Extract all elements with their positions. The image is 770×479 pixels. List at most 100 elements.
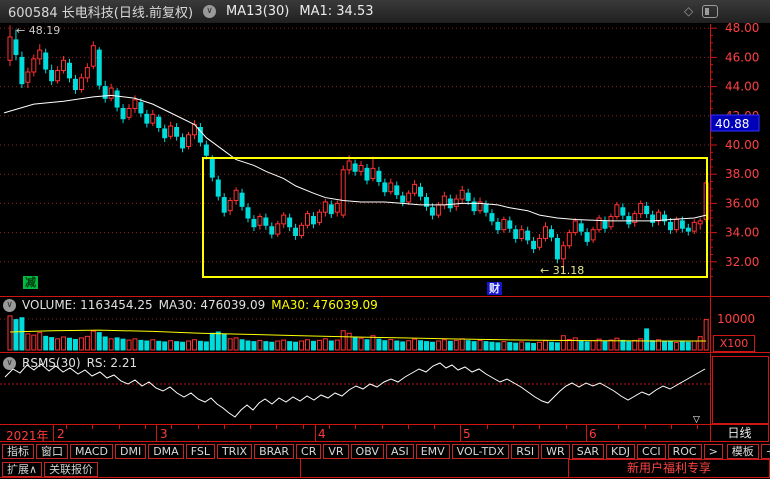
- chevron-down-icon[interactable]: ∨: [3, 356, 16, 370]
- tab-roc[interactable]: ROC: [667, 444, 702, 459]
- rsms-chart[interactable]: [0, 355, 710, 423]
- event-badge-jian[interactable]: 减: [23, 276, 38, 289]
- tab-sar[interactable]: SAR: [571, 444, 605, 459]
- week-tick: [487, 425, 488, 429]
- week-tick: [382, 425, 383, 429]
- indicator-tab-bar: 指标 窗口 MACD DMI DMA FSL TRIX BRAR CR VR OBV ASI EMV VO…: [2, 443, 770, 460]
- week-tick: [66, 425, 67, 429]
- title-bar: 600584 长电科技(日线.前复权) ∨ MA13(30) MA1: 34.5…: [0, 0, 770, 23]
- rsms-name: RSMS(30): [22, 356, 81, 370]
- month-separator: [315, 425, 316, 441]
- week-tick: [645, 425, 646, 429]
- week-tick: [329, 425, 330, 429]
- indicator-name[interactable]: MA13(30): [226, 4, 290, 19]
- price-axis-label: 32.00: [725, 255, 759, 269]
- tab-dma[interactable]: DMA: [148, 444, 184, 459]
- tab-emv[interactable]: EMV: [415, 444, 450, 459]
- tab-macd[interactable]: MACD: [70, 444, 113, 459]
- week-tick: [513, 425, 514, 429]
- month-label: 5: [463, 427, 471, 441]
- linked-quotes-button[interactable]: 关联报价: [44, 461, 99, 477]
- tab-more[interactable]: >: [703, 444, 723, 459]
- tab-asi[interactable]: ASI: [385, 444, 414, 459]
- week-tick: [198, 425, 199, 429]
- volume-header: ∨ VOLUME: 1163454.25 MA30: 476039.09 MA3…: [3, 298, 378, 312]
- event-badge-cai[interactable]: 财: [487, 282, 502, 295]
- low-price-marker: ← 31.18: [540, 264, 585, 277]
- tab-rsi[interactable]: RSI: [511, 444, 540, 459]
- stock-title: 600584 长电科技(日线.前复权): [8, 6, 194, 21]
- chevron-down-icon[interactable]: ∨: [3, 298, 16, 312]
- tab-trix[interactable]: TRIX: [216, 444, 253, 459]
- volume-axis-label: 10000: [717, 312, 756, 326]
- week-tick: [408, 425, 409, 429]
- week-tick: [618, 425, 619, 429]
- month-separator: [460, 425, 461, 441]
- tab-fsl[interactable]: FSL: [185, 444, 215, 459]
- week-tick: [355, 425, 356, 429]
- timeline-chevron-icon[interactable]: ▽: [693, 415, 700, 425]
- tab-cci[interactable]: CCI: [636, 444, 666, 459]
- month-separator: [53, 425, 54, 441]
- rsms-header: ∨ RSMS(30) RS: 2.21: [3, 356, 137, 370]
- week-tick: [145, 425, 146, 429]
- price-axis-label: 46.00: [725, 50, 759, 64]
- week-tick: [92, 425, 93, 429]
- panel-layout-icon[interactable]: [702, 5, 718, 18]
- week-tick: [434, 425, 435, 429]
- tab-template[interactable]: 模板: [726, 444, 759, 459]
- volume-ma-yellow: MA30: 476039.09: [271, 298, 378, 312]
- month-separator: [586, 425, 587, 441]
- volume-ma-white: MA30: 476039.09: [158, 298, 266, 312]
- rsms-right-panel: [712, 356, 769, 424]
- tab-dmi[interactable]: DMI: [114, 444, 147, 459]
- tab-vr[interactable]: VR: [323, 444, 349, 459]
- tab-obv[interactable]: OBV: [350, 444, 384, 459]
- volume-value: VOLUME: 1163454.25: [22, 298, 153, 312]
- candlestick-chart[interactable]: [0, 25, 710, 297]
- period-label[interactable]: 日线: [710, 424, 769, 442]
- expand-button[interactable]: 扩展∧: [2, 461, 43, 477]
- volume-chart[interactable]: [0, 312, 710, 353]
- bottom-border: [0, 477, 770, 478]
- tab-indicator[interactable]: 指标: [2, 444, 34, 459]
- week-tick: [566, 425, 567, 429]
- week-tick: [303, 425, 304, 429]
- diamond-icon[interactable]: ◇: [684, 4, 694, 18]
- volume-unit-box: X100: [713, 335, 755, 352]
- tab-window[interactable]: 窗口: [36, 444, 68, 459]
- week-tick: [119, 425, 120, 429]
- rsms-value: RS: 2.21: [86, 356, 138, 370]
- price-axis-label: 48.00: [725, 21, 759, 35]
- tab-wr[interactable]: WR: [541, 444, 570, 459]
- week-tick: [250, 425, 251, 429]
- year-label: 2021年: [6, 429, 49, 443]
- pane-divider: [0, 296, 770, 297]
- last-price-badge: 40.88: [715, 117, 749, 131]
- week-tick: [697, 425, 698, 429]
- price-axis-label: 44.00: [725, 80, 759, 94]
- week-tick: [539, 425, 540, 429]
- month-separator: [156, 425, 157, 441]
- price-axis-label: 36.00: [725, 196, 759, 210]
- tab-add-pane[interactable]: +: [760, 444, 770, 459]
- price-axis[interactable]: 48.0046.0044.0042.0040.0038.0036.0034.00…: [710, 21, 770, 442]
- chevron-down-icon[interactable]: ∨: [203, 5, 217, 18]
- tab-vol-tdx[interactable]: VOL-TDX: [451, 444, 510, 459]
- time-axis[interactable]: 2021年 2 3 4 5 6: [0, 424, 710, 443]
- week-tick: [224, 425, 225, 429]
- month-label: 6: [589, 427, 597, 441]
- status-divider: [300, 459, 301, 477]
- pane-divider: [0, 352, 770, 353]
- week-tick: [171, 425, 172, 429]
- month-label: 4: [318, 427, 326, 441]
- price-axis-label: 40.00: [725, 138, 759, 152]
- price-axis-label: 38.00: [725, 167, 759, 181]
- tab-kdj[interactable]: KDJ: [606, 444, 635, 459]
- week-tick: [276, 425, 277, 429]
- tab-cr[interactable]: CR: [296, 444, 322, 459]
- month-label: 2: [57, 427, 65, 441]
- tab-brar[interactable]: BRAR: [254, 444, 295, 459]
- week-tick: [671, 425, 672, 429]
- promo-banner[interactable]: 新用户福利专享: [568, 459, 770, 478]
